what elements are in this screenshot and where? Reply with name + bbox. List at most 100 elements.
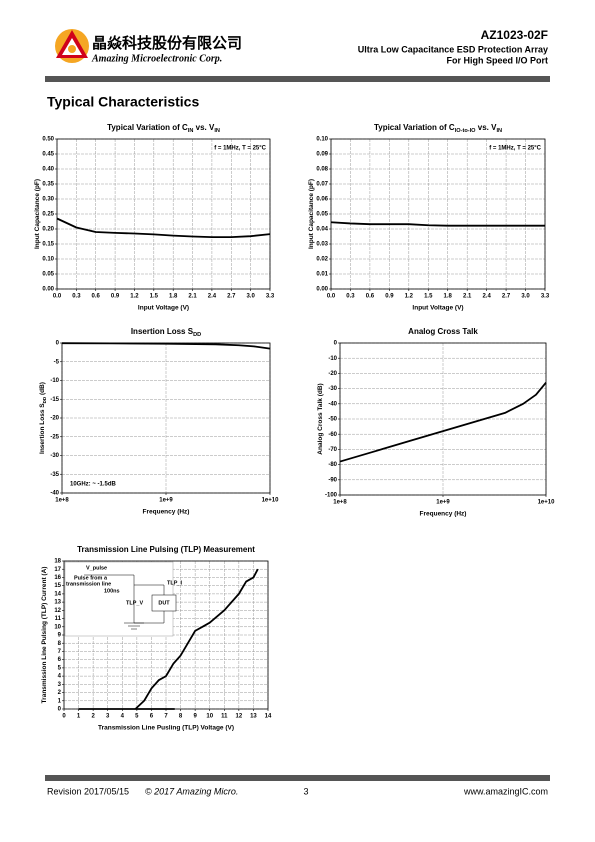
y-tick-label: -70 [328, 447, 337, 453]
part-number: AZ1023-02F [481, 28, 548, 42]
plot-frame [56, 138, 271, 290]
x-axis-label: Transmission Line Pusling (TLP) Voltage … [98, 725, 234, 732]
y-tick-label: 3 [58, 682, 62, 688]
x-tick-label: 3 [106, 714, 110, 720]
chart-title-part: IN [496, 128, 502, 134]
x-tick-label: 4 [121, 714, 125, 720]
logo [55, 29, 89, 63]
x-tick-label: 0 [62, 714, 66, 720]
x-tick-label: 1.2 [130, 294, 139, 300]
y-tick-label: 8 [58, 641, 62, 647]
y-tick-label: 0 [58, 707, 62, 713]
y-tick-label: 6 [58, 657, 62, 663]
y-tick-label: -80 [328, 462, 337, 468]
chart-title-part: Insertion Loss S [131, 327, 194, 336]
x-tick-label: 12 [236, 714, 243, 720]
x-tick-label: 3.0 [246, 294, 255, 300]
inset-label: V_pulse [86, 565, 107, 571]
y-tick-label: 18 [54, 559, 61, 565]
x-tick-label: 14 [265, 714, 272, 720]
revision: Revision 2017/05/15 [47, 786, 129, 796]
annotation: 10GHz: ~ -1.5dB [70, 482, 117, 488]
y-tick-label: -20 [50, 416, 59, 422]
y-tick-label: 16 [54, 575, 61, 581]
y-tick-label: 2 [58, 690, 62, 696]
x-tick-label: 0.9 [111, 294, 120, 300]
chart-title-part: Transmission Line Pulsing (TLP) Measurem… [77, 545, 255, 554]
y-tick-label: -40 [328, 401, 337, 407]
chart-title-part: vs. V [476, 123, 498, 132]
chart-title: Analog Cross Talk [408, 327, 478, 336]
x-tick-label: 7 [164, 714, 168, 720]
inset-label: DUT [158, 600, 170, 606]
y-axis-label: Insertion Loss SDD (dB) [39, 382, 47, 454]
x-tick-label: 11 [221, 714, 228, 720]
y-tick-label: 0.02 [316, 257, 328, 263]
y-axis-label: Transmission Line Pulsing (TLP) Current … [41, 567, 48, 704]
chart-title-part: Typical Variation of C [374, 123, 455, 132]
y-tick-label: -5 [54, 359, 60, 365]
page-number: 3 [303, 786, 308, 796]
subtitle: For High Speed I/O Port [446, 55, 548, 65]
chart-title: Typical Variation of CIN vs. VIN [107, 123, 220, 134]
chart-title-part: IO-to-IO [455, 128, 476, 134]
inset-label: transmission line [66, 581, 111, 587]
y-tick-label: -30 [50, 453, 59, 459]
chart-title-part: IN [214, 128, 220, 134]
chart-title-part: vs. V [193, 123, 215, 132]
data-line [339, 381, 547, 463]
y-tick-label: -100 [325, 493, 338, 499]
x-tick-label: 0.6 [92, 294, 101, 300]
y-tick-label: 0.45 [42, 152, 54, 158]
x-tick-label: 0.9 [385, 294, 394, 300]
section-title: Typical Characteristics [47, 94, 199, 110]
y-tick-label: 11 [55, 616, 62, 622]
plot-frame [339, 342, 547, 496]
y-tick-label: 0.50 [42, 137, 54, 143]
y-tick-label: -90 [328, 477, 337, 483]
x-tick-label: 1.8 [444, 294, 453, 300]
y-tick-label: -60 [328, 432, 337, 438]
y-tick-label: 0.05 [42, 272, 54, 278]
x-tick-label: 0.6 [366, 294, 375, 300]
y-tick-label: 0.08 [316, 167, 328, 173]
x-tick-label: 2.1 [463, 294, 472, 300]
y-tick-label: 15 [54, 583, 61, 589]
y-tick-label: 0 [56, 341, 60, 347]
chart-title: Typical Variation of CIO-to-IO vs. VIN [374, 123, 502, 134]
y-tick-label: 1 [58, 698, 62, 704]
y-tick-label: 0.05 [316, 212, 328, 218]
y-tick-label: 17 [54, 567, 61, 573]
y-tick-label: 0.06 [316, 197, 328, 203]
y-tick-label: 0.30 [42, 197, 54, 203]
y-tick-label: 12 [54, 608, 61, 614]
x-tick-label: 1e+8 [55, 498, 69, 504]
x-axis-label: Frequency (Hz) [143, 509, 190, 516]
inset-dut [151, 594, 177, 612]
y-tick-label: 9 [58, 633, 62, 639]
y-tick-label: -30 [328, 386, 337, 392]
y-axis-label-part: Analog Cross Talk (dB) [317, 383, 324, 454]
y-tick-label: 0.09 [316, 152, 328, 158]
y-tick-label: 10 [54, 624, 61, 630]
y-tick-label: 0.35 [42, 182, 54, 188]
y-axis-label: Input Capacitance (pF) [34, 179, 41, 249]
x-tick-label: 1.2 [405, 294, 414, 300]
y-tick-label: -50 [328, 417, 337, 423]
inset-label: Pulse from a [74, 575, 108, 581]
y-tick-label: -20 [328, 371, 337, 377]
x-tick-label: 0.0 [327, 294, 336, 300]
y-tick-label: 0.00 [316, 287, 328, 293]
y-tick-label: 5 [58, 665, 62, 671]
x-tick-label: 1e+9 [436, 500, 450, 506]
y-tick-label: 0.03 [316, 242, 328, 248]
data-line [134, 568, 259, 710]
website: www.amazingIC.com [463, 786, 548, 796]
y-axis-label-part: DD [42, 396, 47, 403]
x-tick-label: 2.7 [502, 294, 511, 300]
x-tick-label: 0.3 [346, 294, 355, 300]
x-axis-label: Input Voltage (V) [412, 305, 463, 312]
chart-title-part: Typical Variation of C [107, 123, 188, 132]
x-tick-label: 2.7 [227, 294, 236, 300]
